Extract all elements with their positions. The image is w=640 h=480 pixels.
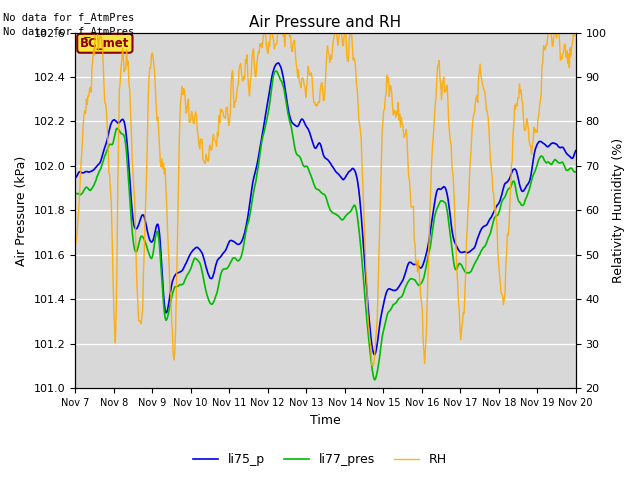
li75_p xyxy=(545,143,553,148)
li77_pres xyxy=(314,187,322,192)
Line: li75_p: li75_p xyxy=(75,63,576,354)
RH xyxy=(92,30,99,36)
li75_p xyxy=(371,351,379,357)
RH xyxy=(369,363,377,369)
li75_p xyxy=(572,148,580,154)
li75_p xyxy=(71,175,79,180)
RH xyxy=(71,236,79,241)
Text: No data for f_AtmPres: No data for f_AtmPres xyxy=(3,12,134,23)
RH xyxy=(314,100,322,106)
li77_pres xyxy=(71,192,79,197)
li77_pres xyxy=(247,204,255,210)
Line: RH: RH xyxy=(75,33,576,366)
li77_pres xyxy=(98,163,106,168)
li77_pres xyxy=(545,160,553,166)
li75_p xyxy=(98,155,106,161)
Legend: li75_p, li77_pres, RH: li75_p, li77_pres, RH xyxy=(188,448,452,471)
Text: No data for f_AtmPres: No data for f_AtmPres xyxy=(3,26,134,37)
li75_p xyxy=(272,61,280,67)
li75_p xyxy=(227,238,235,243)
RH xyxy=(99,46,106,51)
li77_pres xyxy=(272,68,280,74)
Y-axis label: Relativity Humidity (%): Relativity Humidity (%) xyxy=(612,138,625,283)
RH xyxy=(572,30,580,36)
Title: Air Pressure and RH: Air Pressure and RH xyxy=(250,15,401,30)
Text: BC_met: BC_met xyxy=(80,37,129,50)
li77_pres xyxy=(572,169,580,175)
li75_p xyxy=(247,191,255,196)
li77_pres xyxy=(227,259,235,264)
li75_p xyxy=(275,60,282,66)
RH xyxy=(273,41,281,47)
Y-axis label: Air Pressure (kPa): Air Pressure (kPa) xyxy=(15,156,28,265)
RH xyxy=(545,30,553,36)
RH xyxy=(248,56,256,62)
li75_p xyxy=(314,142,322,148)
li77_pres xyxy=(371,377,379,383)
li77_pres xyxy=(273,69,281,74)
X-axis label: Time: Time xyxy=(310,414,341,427)
Line: li77_pres: li77_pres xyxy=(75,71,576,380)
RH xyxy=(228,70,236,76)
